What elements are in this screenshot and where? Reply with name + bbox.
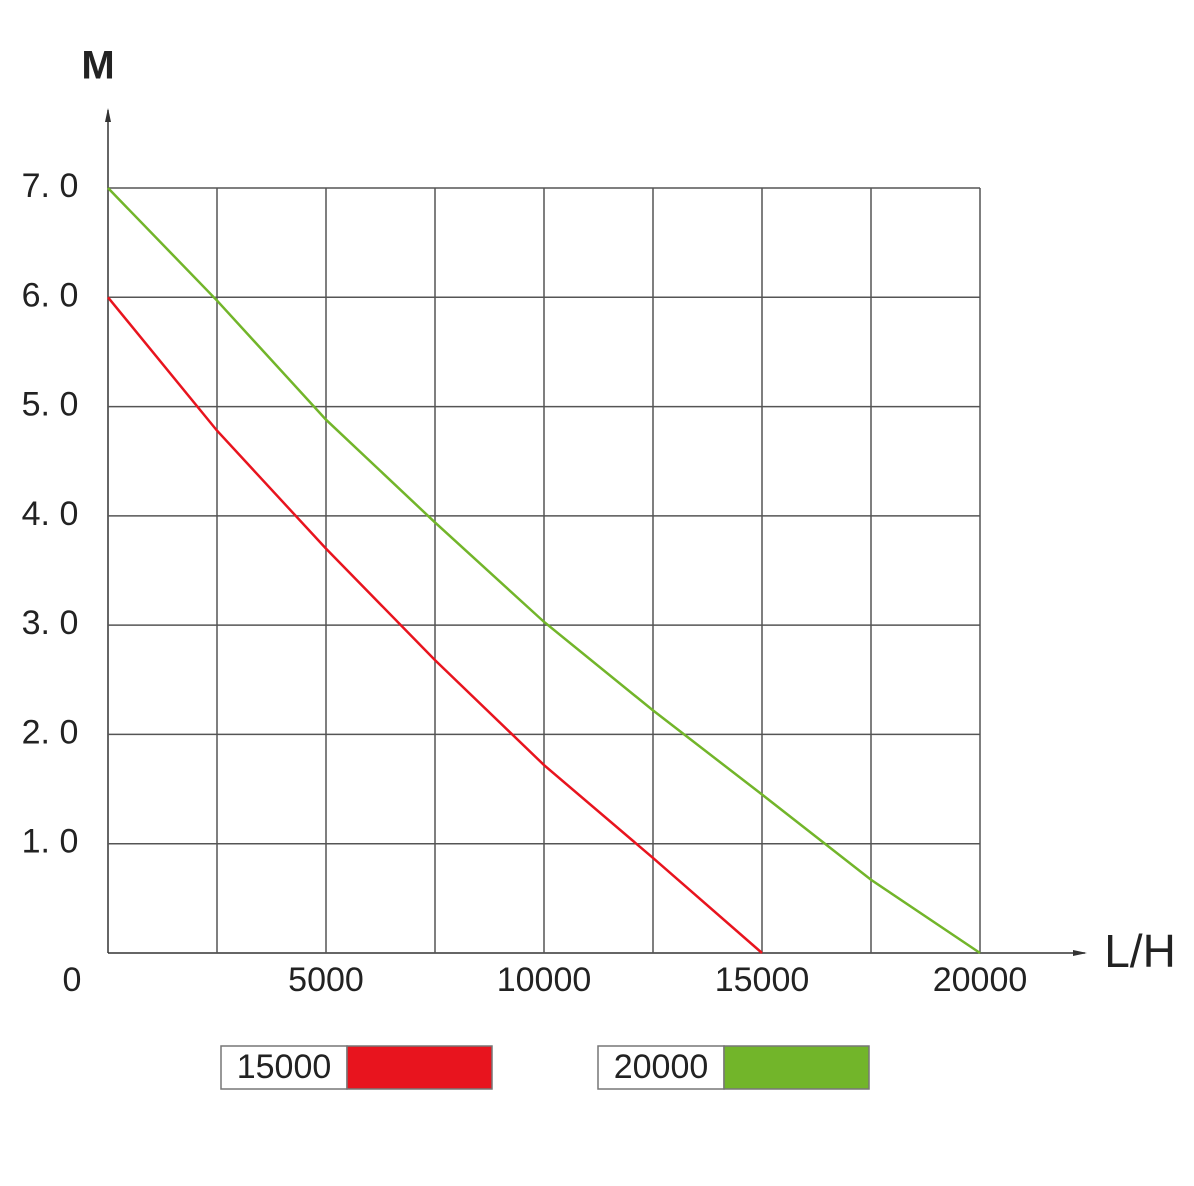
y-tick-label: 2. 0	[22, 713, 79, 751]
y-axis-label: M	[81, 44, 114, 88]
y-tick-label: 4. 0	[22, 495, 79, 533]
legend-label: 15000	[237, 1048, 332, 1086]
y-tick-label: 1. 0	[22, 823, 79, 861]
x-tick-label: 20000	[933, 961, 1028, 999]
y-tick-label: 3. 0	[22, 604, 79, 642]
y-tick-label: 6. 0	[22, 276, 79, 314]
x-axis-label: L/H	[1104, 925, 1176, 977]
legend-label: 20000	[614, 1048, 709, 1086]
x-arrow	[1073, 950, 1087, 956]
x-tick-label: 15000	[715, 961, 810, 999]
y-tick-label: 0	[63, 961, 82, 999]
legend-swatch	[723, 1045, 870, 1090]
y-tick-label: 7. 0	[22, 167, 79, 205]
legend-swatch	[346, 1045, 493, 1090]
series-line	[107, 187, 981, 955]
x-tick-label: 5000	[288, 961, 364, 999]
x-tick-label: 10000	[497, 961, 592, 999]
legend-box	[220, 1045, 348, 1090]
legend-box	[597, 1045, 725, 1090]
y-tick-label: 5. 0	[22, 386, 79, 424]
series-line	[107, 296, 763, 954]
y-arrow	[105, 108, 111, 122]
